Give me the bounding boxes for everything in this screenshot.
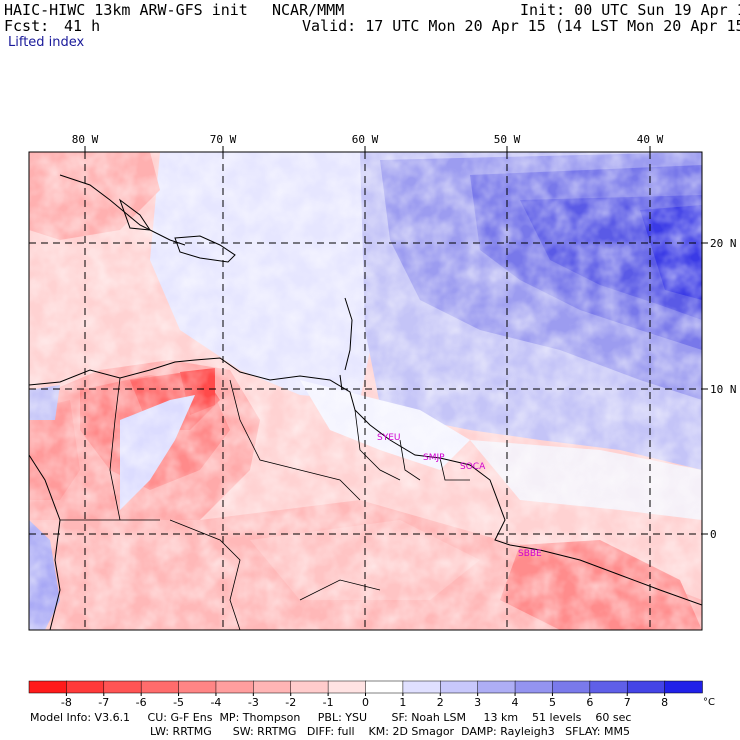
colorbar-swatch (552, 680, 591, 694)
map-field (29, 152, 702, 630)
colorbar-tick-label: 0 (362, 696, 369, 709)
model-info-line2: LW: RRTMG SW: RRTMG DIFF: full KM: 2D Sm… (150, 725, 630, 738)
colorbar-swatch (290, 680, 329, 694)
graticule (29, 152, 702, 630)
colorbar-tick-label: 3 (474, 696, 481, 709)
model-info-line1: Model Info: V3.6.1 CU: G-F Ens MP: Thomp… (30, 711, 632, 724)
colorbar-swatch (215, 680, 255, 694)
lon-label-50w: 50 W (494, 133, 521, 146)
colorbar-swatch (327, 680, 367, 694)
colorbar-tick-label: -1 (323, 696, 334, 709)
colorbar-swatch (664, 680, 703, 694)
forecast-hour: 41 h (64, 17, 101, 35)
colorbar-swatch (103, 680, 142, 694)
colorbar-tick-label: 8 (661, 696, 668, 709)
colorbar-tick-label: 7 (624, 696, 631, 709)
colorbar-swatch (178, 680, 217, 694)
forecast-label: Fcst: (4, 17, 50, 35)
lon-label-60w: 60 W (352, 133, 379, 146)
colorbar-swatch (477, 680, 516, 694)
colorbar-tick-label: 5 (549, 696, 556, 709)
colorbar-swatch (140, 680, 180, 694)
field-name: Lifted index (8, 35, 85, 50)
colorbar-tick-label: 1 (399, 696, 406, 709)
colorbar-swatch (626, 680, 666, 694)
colorbar-swatch (365, 680, 404, 694)
colorbar-tick-label: -2 (285, 696, 296, 709)
colorbar-tick-label: 4 (512, 696, 519, 709)
colorbar-swatch (28, 680, 68, 694)
lat-label-0: 0 (710, 528, 717, 541)
colorbar-tick-label: 2 (437, 696, 444, 709)
station-syeu: SYEU (377, 433, 400, 443)
lon-label-80w: 80 W (72, 133, 99, 146)
model-title: HAIC-HIWC 13km ARW-GFS init (4, 1, 248, 19)
colorbar-tick-label: 6 (586, 696, 593, 709)
colorbar-tick-label: -8 (61, 696, 72, 709)
colorbar-tick-label: -6 (136, 696, 147, 709)
colorbar-tick-label: -3 (248, 696, 259, 709)
station-sbbe: SBBE (518, 549, 542, 559)
colorbar-swatch (66, 680, 105, 694)
coastlines (29, 174, 702, 630)
colorbar (28, 680, 703, 696)
colorbar-tick-label: -7 (98, 696, 109, 709)
colorbar-swatch (589, 680, 628, 694)
colorbar-swatch (514, 680, 554, 694)
station-soca: SOCA (460, 462, 486, 472)
lat-label-10n: 10 N (710, 383, 737, 396)
colorbar-swatch (253, 680, 292, 694)
valid-time: Valid: 17 UTC Mon 20 Apr 15 (14 LST Mon … (302, 17, 740, 35)
map-frame (28, 151, 703, 631)
colorbar-swatch (440, 680, 479, 694)
center-label: NCAR/MMM (272, 1, 345, 19)
lon-label-70w: 70 W (210, 133, 237, 146)
colorbar-tick-label: -5 (173, 696, 184, 709)
lon-label-40w: 40 W (637, 133, 664, 146)
colorbar-unit: °C (703, 697, 715, 708)
country-borders (60, 377, 470, 630)
colorbar-swatch (402, 680, 442, 694)
station-smjp: SMJP (423, 453, 445, 463)
axis-ticks (84, 146, 708, 535)
colorbar-tick-label: -4 (210, 696, 221, 709)
init-time: Init: 00 UTC Sun 19 Apr 15 (520, 1, 740, 19)
lat-label-20n: 20 N (710, 237, 737, 250)
